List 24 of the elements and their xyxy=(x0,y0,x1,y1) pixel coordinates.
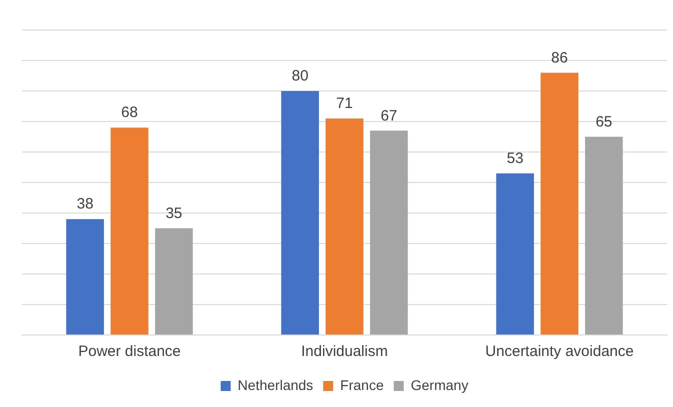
bar xyxy=(370,130,408,334)
x-tick-label: Power distance xyxy=(78,343,181,360)
x-tick-label: Individualism xyxy=(301,343,388,360)
data-label: 86 xyxy=(551,49,568,66)
bar xyxy=(540,72,578,334)
data-label: 65 xyxy=(596,113,612,130)
data-label: 71 xyxy=(336,95,353,112)
bar xyxy=(281,91,319,334)
data-label: 67 xyxy=(380,107,398,124)
legend-label: France xyxy=(340,376,384,393)
bar xyxy=(326,118,364,334)
bar xyxy=(66,219,104,334)
data-label: 68 xyxy=(121,104,138,122)
data-label: 35 xyxy=(166,204,182,222)
bar xyxy=(155,228,193,334)
x-tick-label: Uncertainty avoidance xyxy=(485,343,634,360)
bar xyxy=(585,136,623,334)
legend-label: Netherlands xyxy=(238,376,314,393)
data-label: 80 xyxy=(292,68,308,85)
bar xyxy=(496,173,534,334)
bar xyxy=(110,128,148,334)
legend-label: Germany xyxy=(410,376,468,393)
data-label: 38 xyxy=(76,196,94,213)
data-label: 53 xyxy=(506,150,524,167)
